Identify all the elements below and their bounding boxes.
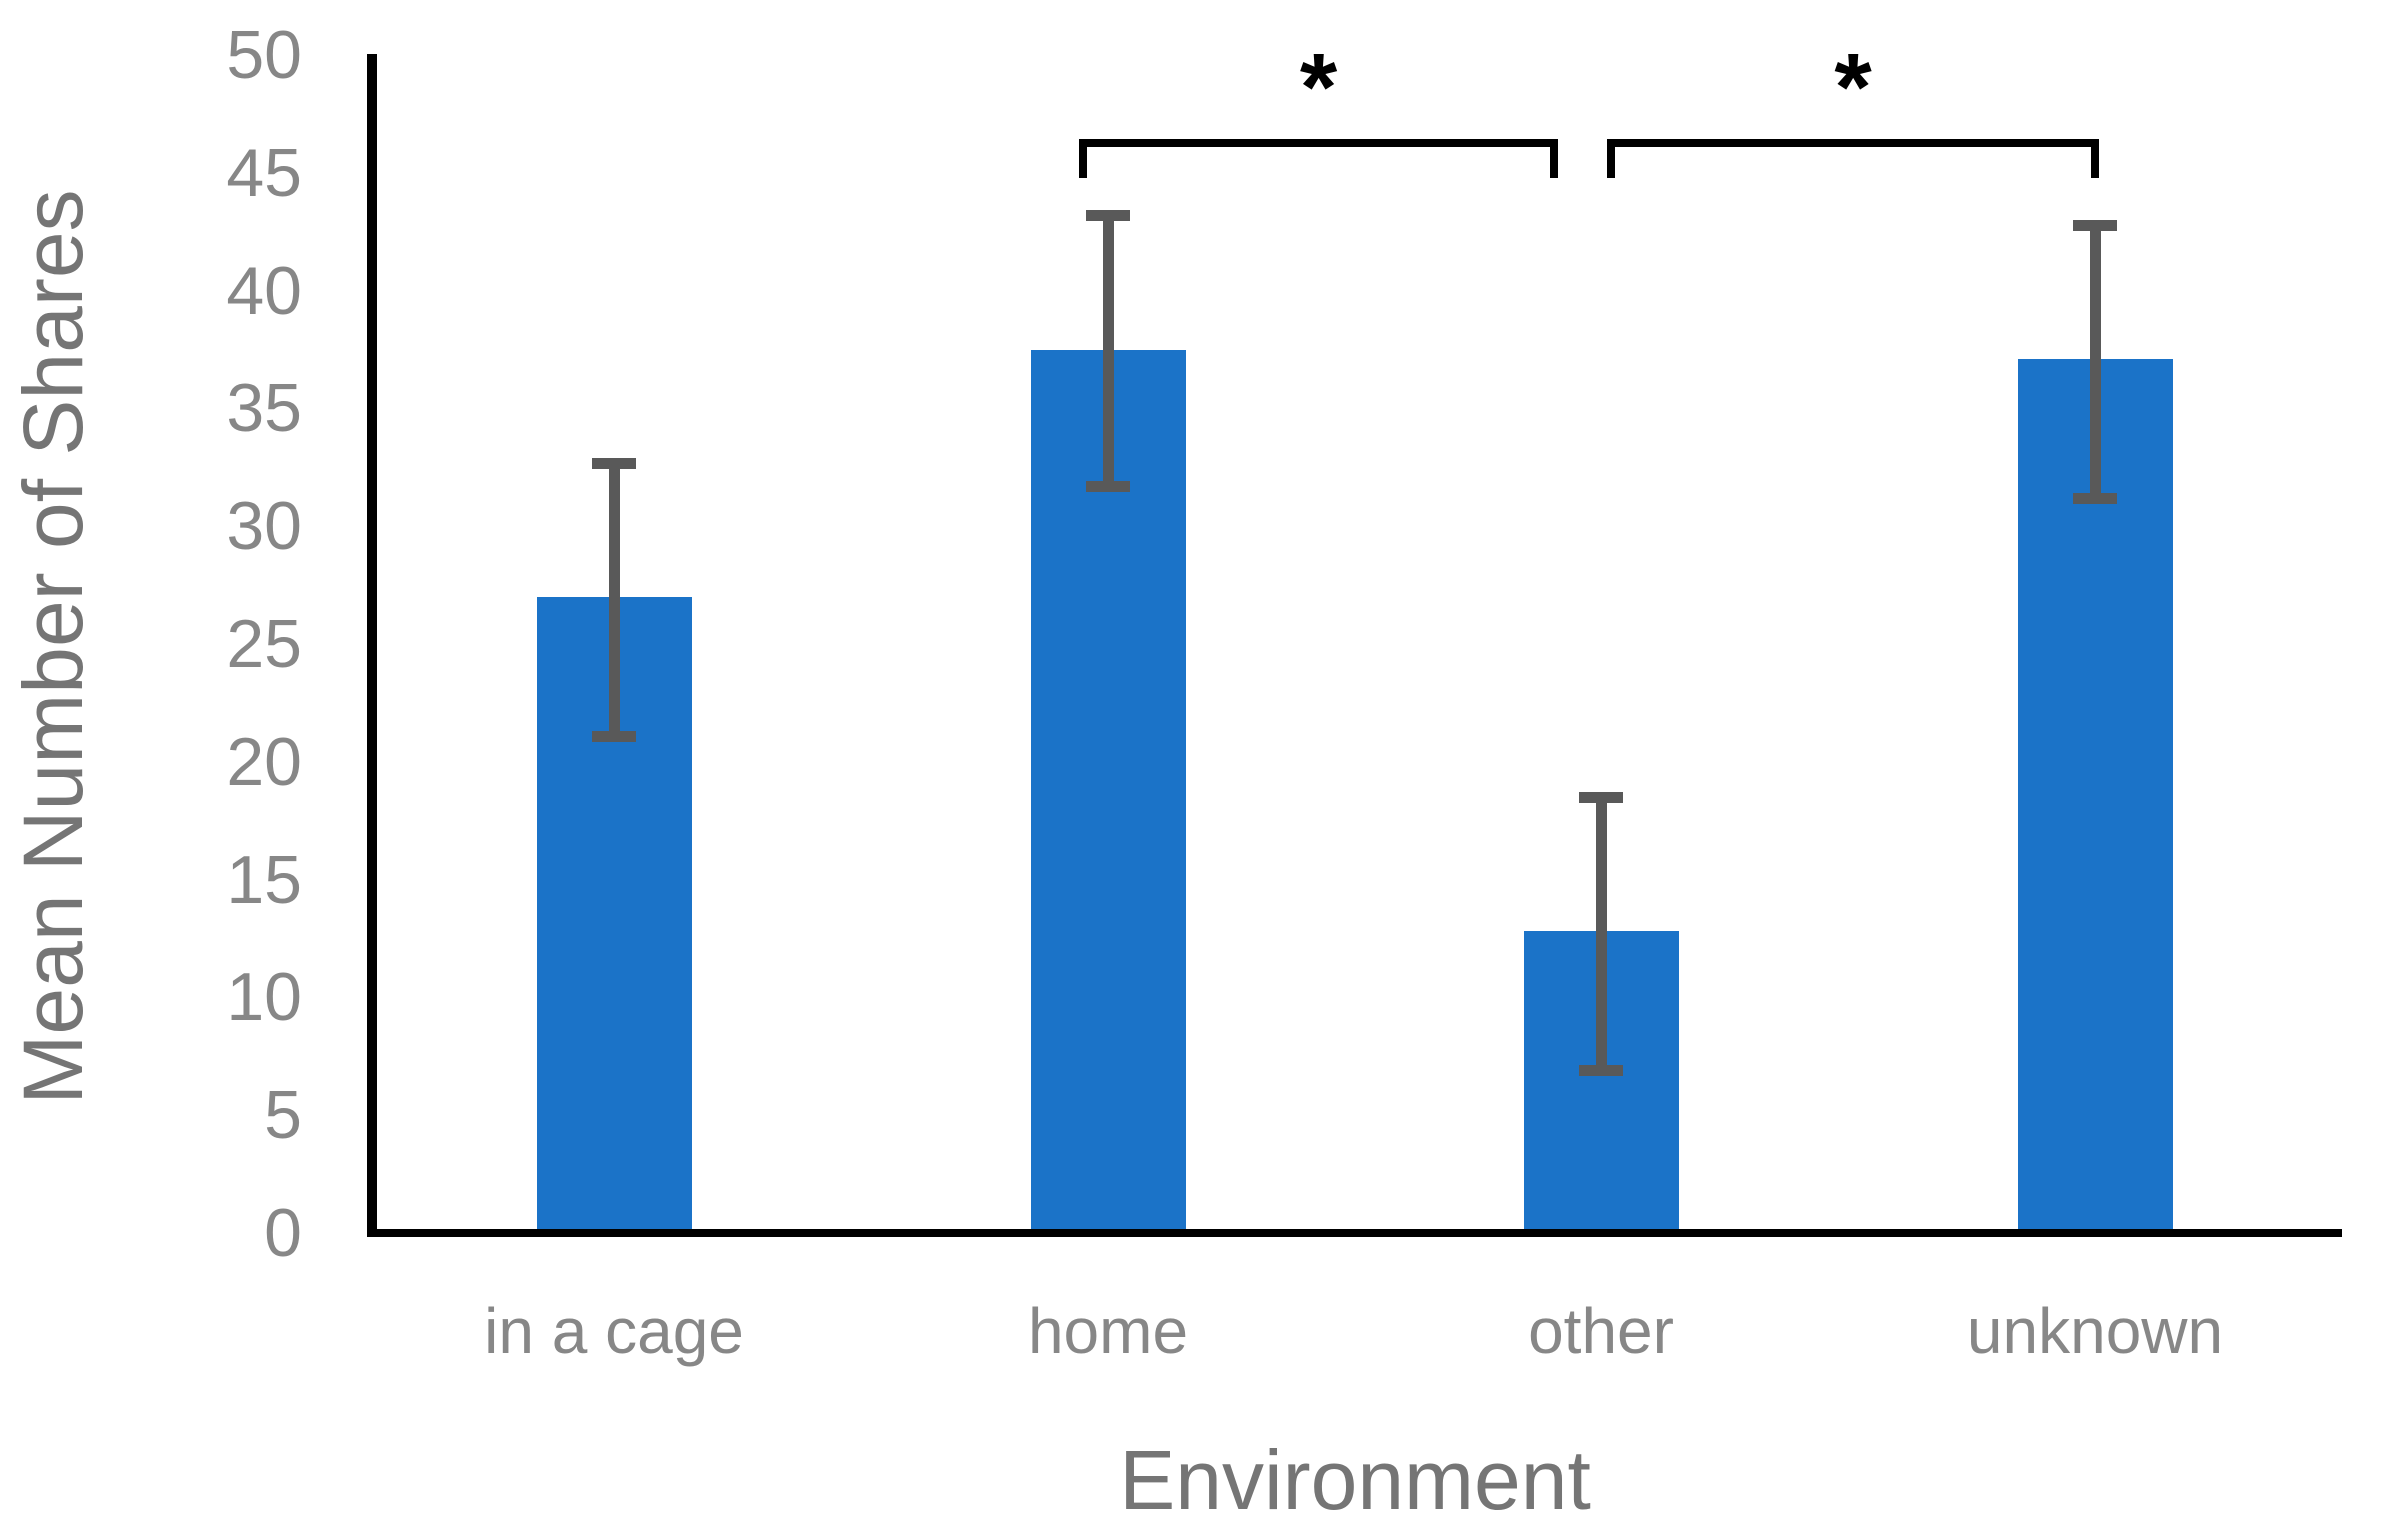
bracket-end-left (1607, 147, 1615, 178)
error-bar-in-a-cage (608, 463, 620, 736)
y-tick-label-10: 10 (226, 959, 302, 1035)
bar-home (1030, 350, 1186, 1229)
bracket-end-left (1079, 147, 1087, 178)
error-bar-home (1102, 215, 1114, 486)
bracket-end-right (2091, 147, 2099, 178)
significance-asterisk-2: * (1834, 34, 1872, 141)
y-tick-label-30: 30 (226, 488, 302, 564)
error-bar-cap-bottom-other (1579, 1065, 1623, 1076)
category-label-home: home (1027, 1295, 1189, 1367)
y-tick-label-50: 50 (226, 17, 302, 93)
category-label-other: other (1528, 1295, 1674, 1367)
error-bar-cap-bottom-in-a-cage (592, 731, 636, 742)
y-tick-label-20: 20 (226, 724, 302, 800)
y-tick-label-25: 25 (226, 606, 302, 682)
y-tick-label-5: 5 (264, 1077, 302, 1153)
y-tick-label-40: 40 (226, 253, 302, 329)
y-tick-label-35: 35 (226, 370, 302, 446)
x-axis-title: Environment (1119, 1433, 1591, 1527)
plot-area (367, 54, 2342, 1237)
category-label-unknown: unknown (1966, 1295, 2224, 1367)
error-bar-cap-top-other (1579, 792, 1623, 803)
error-bar-cap-top-unknown (2073, 220, 2117, 231)
error-bar-unknown (2089, 225, 2101, 498)
significance-bracket-home-other (1079, 139, 1558, 178)
error-bar-cap-top-in-a-cage (592, 458, 636, 469)
significance-asterisk-1: * (1299, 34, 1338, 141)
y-tick-label-0: 0 (264, 1195, 302, 1271)
error-bar-other (1595, 797, 1607, 1070)
significance-bracket-other-unknown (1607, 139, 2099, 178)
y-tick-label-45: 45 (226, 135, 302, 211)
category-label-in-a-cage: in a cage (484, 1295, 744, 1367)
error-bar-cap-top-home (1086, 210, 1130, 221)
error-bar-cap-bottom-unknown (2073, 493, 2117, 504)
bracket-end-right (1550, 147, 1558, 178)
bar-unknown (2017, 359, 2173, 1229)
error-bar-cap-bottom-home (1086, 481, 1130, 492)
y-axis-tick-labels: 0 5 10 15 20 25 30 35 40 45 50 (0, 0, 302, 1538)
y-tick-label-15: 15 (226, 842, 302, 918)
